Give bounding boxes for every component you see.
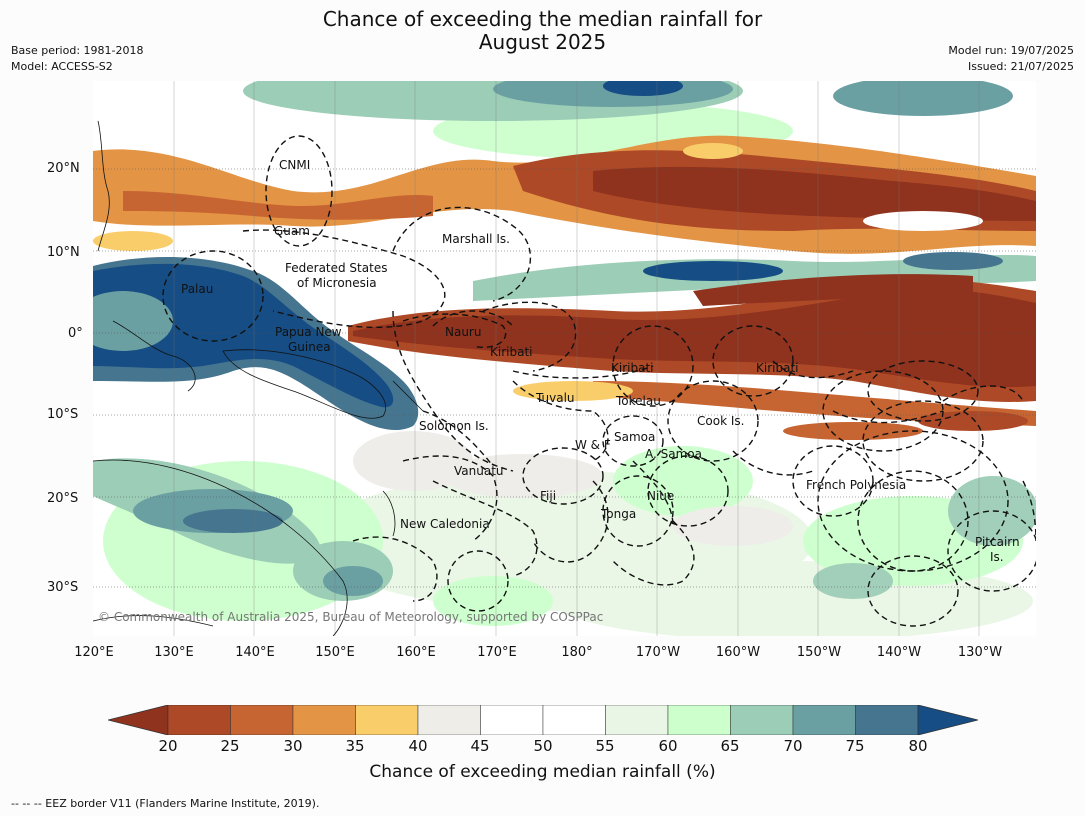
place-american-samoa: A. Samoa [645,447,702,461]
map-title: Chance of exceeding the median rainfall … [0,8,1085,54]
lat-tick-20s: 20°S [47,491,79,506]
colorbar-tick-50: 50 [533,737,553,755]
place-guam: Guam [274,224,310,238]
colorbar-tick-55: 55 [595,737,615,755]
colorbar-tick-70: 70 [783,737,803,755]
place-tuvalu: Tuvalu [536,391,575,405]
lon-tick-180: 180° [561,645,593,660]
colorbar-tick-40: 40 [408,737,428,755]
lon-tick-150w: 150°W [796,645,842,660]
place-palau: Palau [181,282,214,296]
place-tonga: Tonga [601,507,637,521]
lat-tick-30s: 30°S [47,580,79,595]
colorbar-tick-45: 45 [470,737,490,755]
place-new-caledonia: New Caledonia [400,517,490,531]
lat-tick-0: 0° [68,326,83,341]
colorbar-tick-35: 35 [345,737,365,755]
place-png-line2: Guinea [288,340,331,354]
place-kiribati-central: Kiribati [611,361,654,375]
place-solomon-is: Solomon Is. [419,419,489,433]
copyright-notice: © Commonwealth of Australia 2025, Bureau… [98,610,604,624]
lon-tick-130e: 130°E [154,645,194,660]
lon-tick-130w: 130°W [957,645,1003,660]
lon-tick-170w: 170°W [635,645,681,660]
model-name: Model: ACCESS-S2 [11,60,113,73]
place-cnmi: CNMI [279,158,311,172]
issued-date: Issued: 21/07/2025 [967,60,1074,73]
colorbar-tick-60: 60 [658,737,678,755]
place-wallis-futuna: W & F [575,438,611,452]
colorbar [108,705,978,735]
place-vanuatu: Vanuatu [454,464,504,478]
place-kiribati-east: Kiribati [756,361,799,375]
place-niue: Niue [647,489,675,503]
lon-tick-160e: 160°E [396,645,436,660]
lat-tick-10n: 10°N [47,245,80,260]
place-marshall-is: Marshall Is. [442,232,510,246]
lon-tick-170e: 170°E [477,645,517,660]
title-line-2: August 2025 [478,30,607,54]
rainfall-map [93,81,1036,636]
meta-right: Model run: 19/07/2025 Issued: 21/07/2025 [948,43,1074,75]
colorbar-tick-30: 30 [283,737,303,755]
place-kiribati-west: Kiribati [490,345,533,359]
place-pitcairn-line2: Is. [990,550,1004,564]
lat-tick-10s: 10°S [47,407,79,422]
place-cook-is: Cook Is. [697,414,745,428]
place-png-line1: Papua New [275,325,342,339]
meta-left: Base period: 1981-2018 Model: ACCESS-S2 [11,43,143,75]
place-pitcairn-line1: Pitcairn [975,535,1020,549]
place-nauru: Nauru [445,325,482,339]
colorbar-tick-20: 20 [158,737,178,755]
title-line-1: Chance of exceeding the median rainfall … [322,7,763,31]
place-tokelau: Tokelau [616,394,661,408]
lon-tick-140e: 140°E [235,645,275,660]
eez-footnote: -- -- -- EEZ border V11 (Flanders Marine… [11,797,320,810]
lon-tick-120e: 120°E [74,645,114,660]
colorbar-label: Chance of exceeding median rainfall (%) [369,762,716,782]
base-period: Base period: 1981-2018 [11,44,144,57]
lon-tick-160w: 160°W [715,645,761,660]
place-french-polynesia: French Polynesia [806,478,907,492]
colorbar-tick-80: 80 [908,737,928,755]
place-fsm-line1: Federated States [285,261,388,275]
lon-tick-140w: 140°W [876,645,922,660]
model-run: Model run: 19/07/2025 [948,44,1074,57]
lat-tick-20n: 20°N [47,161,80,176]
lon-tick-150e: 150°E [315,645,355,660]
place-samoa: Samoa [614,430,656,444]
colorbar-tick-65: 65 [720,737,740,755]
colorbar-tick-25: 25 [220,737,240,755]
place-fiji: Fiji [540,489,557,503]
place-fsm-line2: of Micronesia [297,276,377,290]
colorbar-tick-75: 75 [845,737,865,755]
